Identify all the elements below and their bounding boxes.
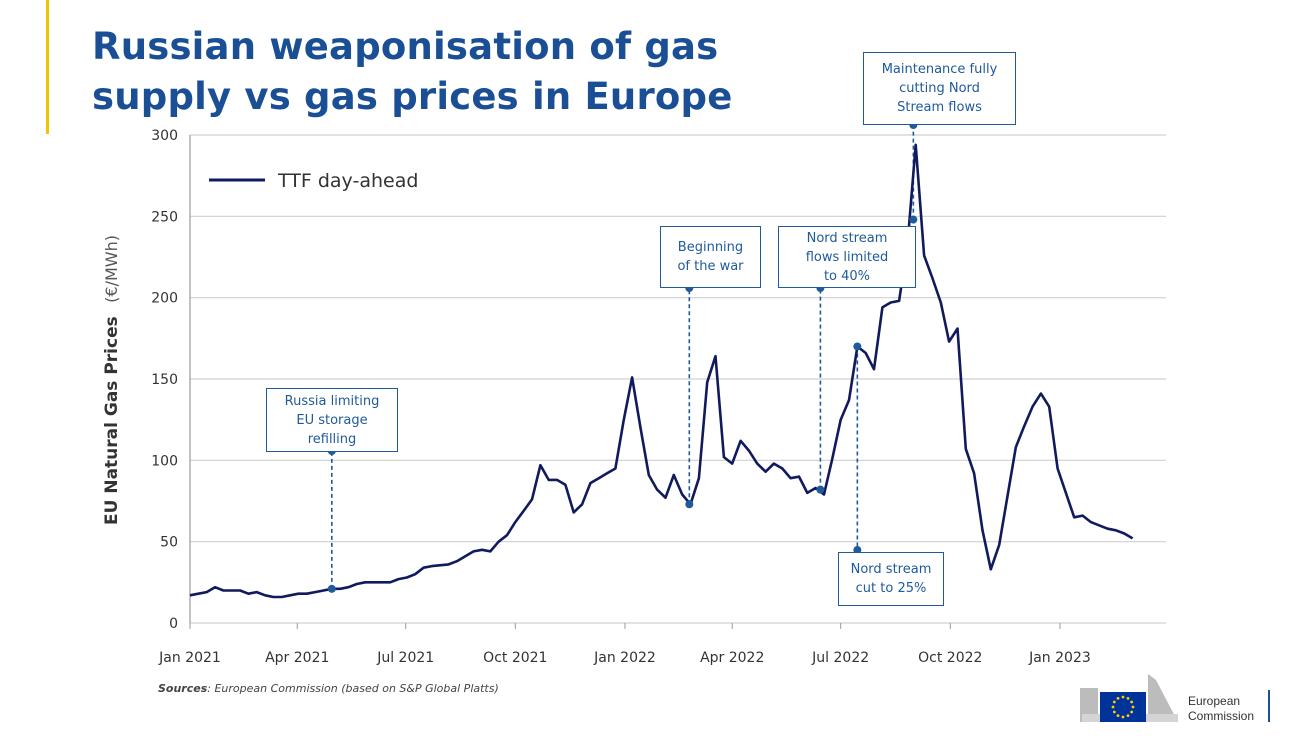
page-title: Russian weaponisation of gas supply vs g… xyxy=(92,22,733,122)
x-tick-label: Jul 2021 xyxy=(376,650,434,666)
source-label: Sources xyxy=(158,682,208,695)
annotation-box: Maintenance fully cutting Nord Stream fl… xyxy=(863,52,1016,125)
logo-rule xyxy=(1268,690,1270,722)
x-tick-label: Jan 2021 xyxy=(158,650,221,666)
accent-bar xyxy=(46,0,49,134)
annotation-text: Nord stream flows limited to 40% xyxy=(805,230,889,284)
logo-line-2: Commission xyxy=(1188,709,1255,723)
y-tick-label: 50 xyxy=(160,535,178,551)
annotation-point xyxy=(816,485,825,494)
title-line-1: Russian weaponisation of gas xyxy=(92,25,719,68)
y-tick-label: 300 xyxy=(151,128,178,144)
source-note: Sources: European Commission (based on S… xyxy=(158,682,499,695)
annotation-text: Maintenance fully cutting Nord Stream fl… xyxy=(881,62,998,115)
eu-commission-logo xyxy=(1080,674,1178,722)
y-axis-unit: (€/MWh) xyxy=(102,235,121,303)
y-tick-label: 200 xyxy=(151,291,178,307)
x-tick-label: Jul 2022 xyxy=(811,650,869,666)
y-tick-label: 0 xyxy=(169,616,178,632)
annotation-text: Beginning of the war xyxy=(677,240,744,274)
logo-text: European Commission xyxy=(1188,694,1254,724)
annotation-text: Russia limiting EU storage refilling xyxy=(284,393,380,447)
y-tick-label: 250 xyxy=(151,209,178,225)
x-tick-label: Oct 2021 xyxy=(483,650,547,666)
y-tick-label: 100 xyxy=(151,453,178,469)
legend: TTF day-ahead xyxy=(209,170,418,192)
source-text: : European Commission (based on S&P Glob… xyxy=(207,682,499,695)
annotation-leaders xyxy=(331,125,915,589)
annotation-point xyxy=(327,584,336,593)
annotation-text: Nord stream cut to 25% xyxy=(850,562,932,596)
eu-flag-icon xyxy=(1100,692,1146,722)
annotation-box: Nord stream cut to 25% xyxy=(838,552,944,606)
series-line-ttf-day-ahead xyxy=(189,143,1134,599)
annotation-box: Beginning of the war xyxy=(660,226,761,288)
y-axis-label: EU Natural Gas Prices (€/MWh) xyxy=(102,235,122,525)
x-tick-label: Oct 2022 xyxy=(918,650,982,666)
x-tick-label: Apr 2022 xyxy=(700,650,764,666)
annotation-box: Nord stream flows limited to 40% xyxy=(778,226,916,288)
y-axis-title: EU Natural Gas Prices xyxy=(102,316,122,525)
svg-text:EU Natural Gas Prices (€: EU Natural Gas Prices (€/MWh) xyxy=(102,235,122,525)
title-line-2: supply vs gas prices in Europe xyxy=(92,75,733,118)
y-axis-ticks: 0 50 100 150 200 250 300 xyxy=(151,128,178,632)
x-tick-label: Jan 2023 xyxy=(1028,650,1091,666)
gridlines xyxy=(189,134,1166,624)
y-tick-label: 150 xyxy=(151,372,178,388)
legend-label: TTF day-ahead xyxy=(277,170,418,192)
x-tick-label: Jan 2022 xyxy=(593,650,656,666)
annotation-box: Russia limiting EU storage refilling xyxy=(266,388,398,452)
logo-line-1: European xyxy=(1188,694,1241,708)
annotation-point xyxy=(853,342,862,351)
x-axis-ticks: Jan 2021 Apr 2021 Jul 2021 Oct 2021 Jan 2022… xyxy=(158,623,1091,666)
annotation-point xyxy=(909,215,918,224)
annotation-point xyxy=(685,500,694,509)
x-tick-label: Apr 2021 xyxy=(265,650,329,666)
